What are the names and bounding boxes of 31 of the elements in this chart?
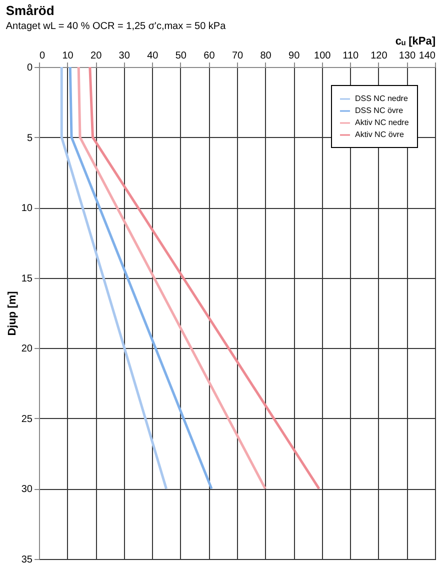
x-tick-label: 20 (90, 50, 102, 62)
y-tick-label: 15 (21, 273, 33, 284)
x-tick-label: 50 (175, 50, 187, 62)
y-axis-title: Djup [m] (6, 290, 18, 336)
legend-label: DSS NC övre (355, 106, 404, 115)
x-tick-label: 130 (398, 50, 416, 62)
legend-label: DSS NC nedre (355, 94, 408, 103)
x-tick-label: 140 (418, 50, 436, 62)
y-tick-label: 35 (21, 554, 33, 566)
y-tick-label: 5 (26, 132, 33, 144)
x-tick-label: 40 (147, 50, 159, 62)
x-tick-label: 30 (118, 50, 130, 62)
x-tick-label: 80 (260, 50, 272, 62)
x-tick-label: 0 (40, 50, 46, 62)
x-tick-label: 110 (342, 50, 360, 62)
y-tick-label: 10 (21, 203, 33, 214)
x-tick-label: 100 (314, 50, 332, 62)
chart-title: Småröd (6, 3, 54, 18)
text: Antaget wL = 40 % OCR = 1,25 σ'c,max = 50 kPa (6, 21, 226, 32)
legend-label: Aktiv NC övre (355, 130, 404, 139)
x-axis-title: cᵤ [kPa] (395, 36, 436, 48)
x-tick-label: 120 (370, 50, 388, 62)
x-tick-label: 60 (204, 50, 216, 62)
x-tick-label: 10 (62, 50, 74, 62)
legend-label: Aktiv NC nedre (355, 118, 410, 127)
x-tick-label: 90 (288, 50, 300, 62)
y-tick-label: 30 (21, 484, 33, 496)
y-tick-label: 20 (21, 344, 33, 355)
x-tick-label: 70 (232, 50, 244, 62)
y-tick-label: 0 (26, 62, 33, 74)
y-tick-label: 25 (21, 414, 33, 425)
